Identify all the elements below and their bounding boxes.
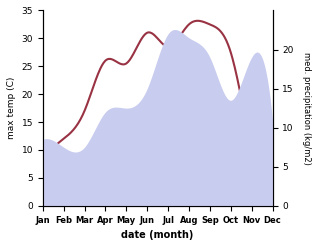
X-axis label: date (month): date (month): [121, 230, 194, 240]
Y-axis label: med. precipitation (kg/m2): med. precipitation (kg/m2): [302, 52, 311, 165]
Y-axis label: max temp (C): max temp (C): [7, 77, 16, 139]
